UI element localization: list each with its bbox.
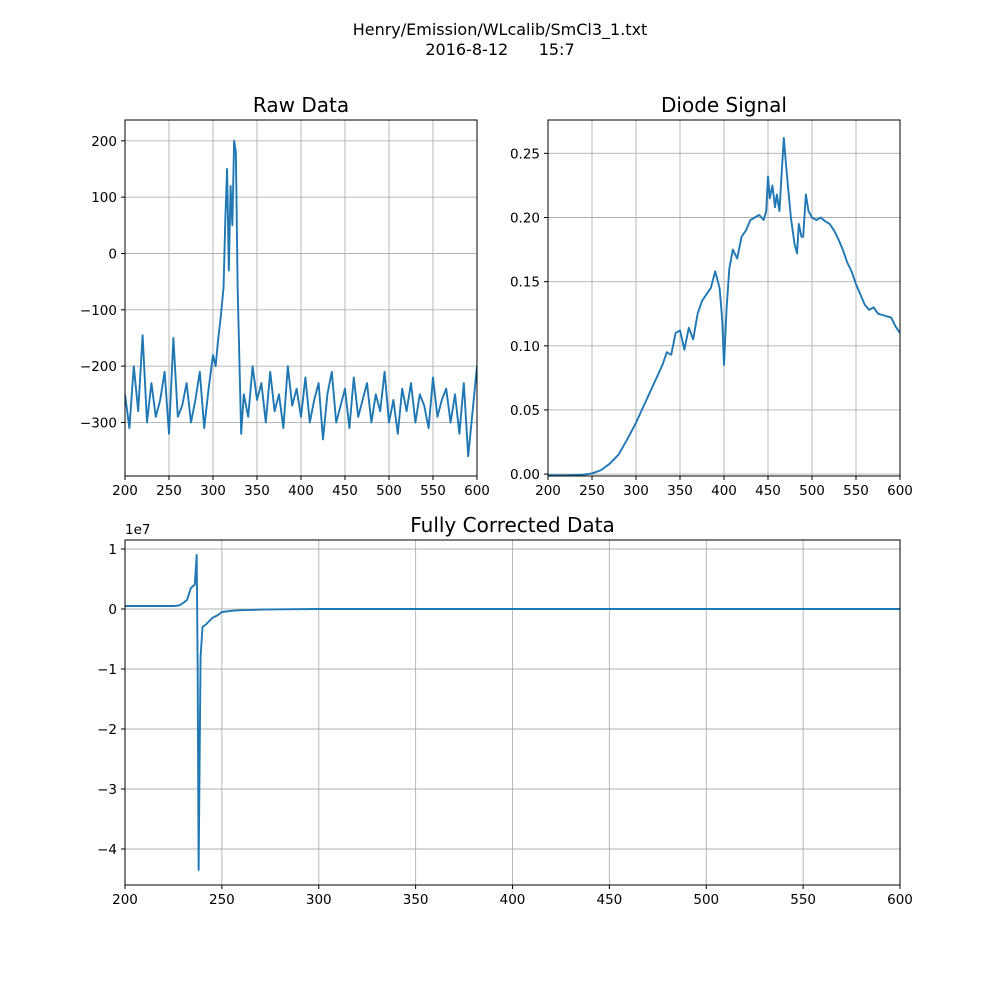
diode-signal-xtick-label: 600: [887, 483, 913, 499]
fully-corrected-data-xtick-label: 300: [306, 892, 332, 908]
raw-data-ytick-label: 200: [91, 134, 117, 150]
diode-signal-ytick-label: 0.05: [510, 403, 540, 419]
raw-data-xtick-label: 350: [244, 483, 270, 499]
diode-signal-ytick-label: 0.00: [510, 467, 540, 483]
raw-data-xtick-label: 300: [200, 483, 226, 499]
raw-data-xtick-label: 550: [420, 483, 446, 499]
fully-corrected-data-series-line: [125, 554, 900, 871]
diode-signal-xtick-label: 550: [843, 483, 869, 499]
raw-data-ytick-label: −200: [80, 359, 117, 375]
raw-data-xtick-label: 500: [376, 483, 402, 499]
fully-corrected-data-ytick-label: 1: [108, 542, 117, 558]
fully-corrected-data-ytick-label: −2: [97, 722, 117, 738]
diode-signal-xtick-label: 300: [623, 483, 649, 499]
raw-data-ytick-label: 0: [108, 247, 117, 263]
diode-signal-xtick-label: 450: [755, 483, 781, 499]
fully-corrected-data-xtick-label: 450: [596, 892, 622, 908]
fully-corrected-data-y-multiplier-label: 1e7: [125, 522, 150, 538]
diode-signal-ytick-label: 0.15: [510, 275, 540, 291]
fully-corrected-data-ytick-label: −1: [97, 662, 117, 678]
fully-corrected-data-xtick-label: 250: [209, 892, 235, 908]
diode-signal-ytick-label: 0.25: [510, 146, 540, 162]
fully-corrected-data-title: Fully Corrected Data: [410, 513, 615, 537]
raw-data-xtick-label: 400: [288, 483, 314, 499]
diode-signal-xtick-label: 400: [711, 483, 737, 499]
raw-data-xtick-label: 200: [112, 483, 138, 499]
figure-suptitle-line2: 2016-8-12 15:7: [425, 40, 574, 59]
raw-data-title: Raw Data: [253, 93, 349, 117]
diode-signal-xtick-label: 500: [799, 483, 825, 499]
fully-corrected-data-xtick-label: 350: [403, 892, 429, 908]
raw-data-panel: Raw Data 200 250 300 350 400 450 500 550 600 200 10…: [80, 93, 490, 499]
fully-corrected-data-xtick-label: 600: [887, 892, 913, 908]
diode-signal-ytick-label: 0.20: [510, 210, 540, 226]
diode-signal-xtick-label: 250: [579, 483, 605, 499]
fully-corrected-data-xtick-label: 400: [500, 892, 526, 908]
raw-data-xtick-label: 250: [156, 483, 182, 499]
fully-corrected-data-ytick-label: 0: [108, 602, 117, 618]
fully-corrected-data-xtick-label: 200: [112, 892, 138, 908]
raw-data-ytick-label: 100: [91, 190, 117, 206]
raw-data-ytick-label: −300: [80, 415, 117, 431]
raw-data-xtick-label: 600: [464, 483, 490, 499]
figure-suptitle-line1: Henry/Emission/WLcalib/SmCl3_1.txt: [353, 20, 648, 40]
diode-signal-panel: Diode Signal 200 250 300 350 400 450 500 550 600 0…: [510, 93, 913, 499]
fully-corrected-data-panel: Fully Corrected Data 200 250 300 350 400 450 50…: [97, 513, 913, 908]
diode-signal-series-line: [548, 137, 900, 476]
raw-data-series-line: [125, 139, 477, 458]
diode-signal-ytick-label: 0.10: [510, 339, 540, 355]
diode-signal-title: Diode Signal: [661, 93, 787, 117]
fully-corrected-data-ytick-label: −3: [97, 782, 117, 798]
fully-corrected-data-xtick-label: 500: [693, 892, 719, 908]
fully-corrected-data-xtick-label: 550: [790, 892, 816, 908]
diode-signal-xtick-label: 350: [667, 483, 693, 499]
raw-data-xtick-label: 450: [332, 483, 358, 499]
raw-data-ytick-label: −100: [80, 303, 117, 319]
fully-corrected-data-ytick-label: −4: [97, 842, 117, 858]
diode-signal-xtick-label: 200: [535, 483, 561, 499]
